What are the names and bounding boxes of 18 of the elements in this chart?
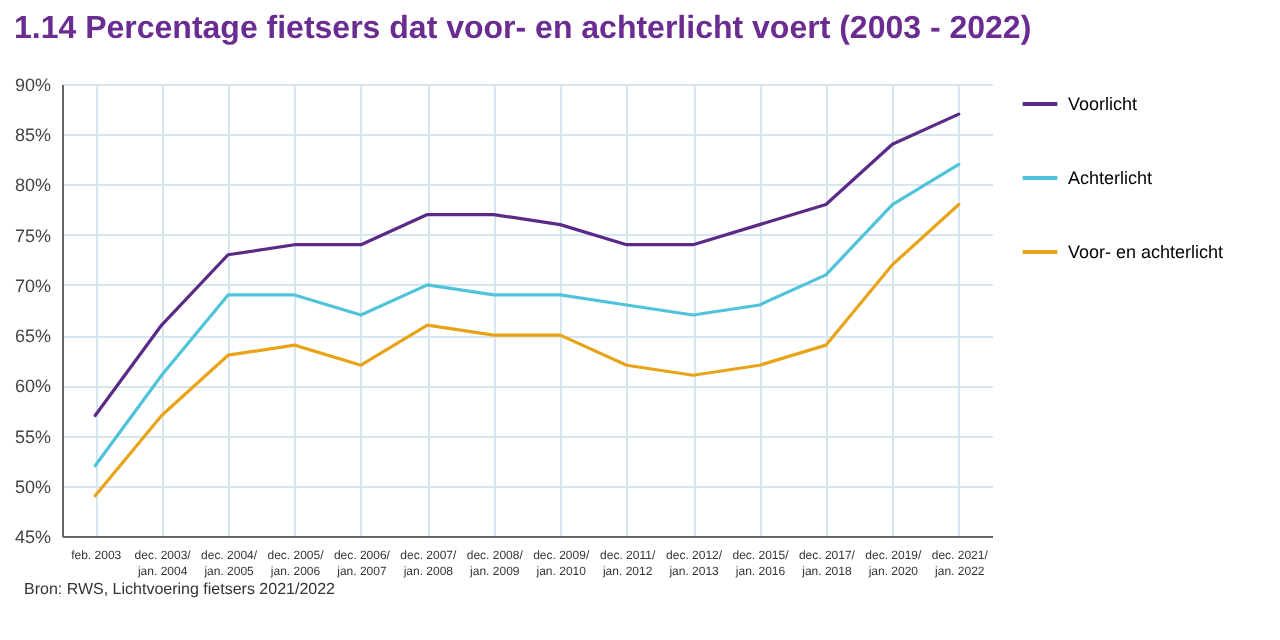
line-series [93, 162, 961, 468]
y-tick-label: 80% [14, 175, 51, 196]
y-tick-label: 55% [14, 426, 51, 447]
text: Bron: RWS, Lichtvoering fietsers 2021/2022 [24, 580, 337, 598]
y-tick-label: 70% [14, 275, 51, 296]
legend-label: Voorlicht [1068, 94, 1139, 114]
y-tick-label: 90% [14, 75, 51, 95]
y-tick-label: 45% [14, 527, 51, 547]
y-tick-label: 75% [14, 225, 51, 246]
legend-label: Voor- en achterlicht [1068, 242, 1225, 262]
y-tick-label: 50% [14, 476, 51, 497]
chart-title: 1.14 Percentage fietsers dat voor- en achterlicht voert (2003 - 2022) [13, 12, 1032, 46]
line-series [93, 112, 961, 418]
y-tick-label: 85% [14, 125, 51, 146]
y-tick-label: 60% [14, 376, 51, 397]
legend-label: Achterlicht [1068, 168, 1154, 188]
y-tick-label: 65% [14, 326, 51, 347]
line-series [93, 202, 961, 498]
